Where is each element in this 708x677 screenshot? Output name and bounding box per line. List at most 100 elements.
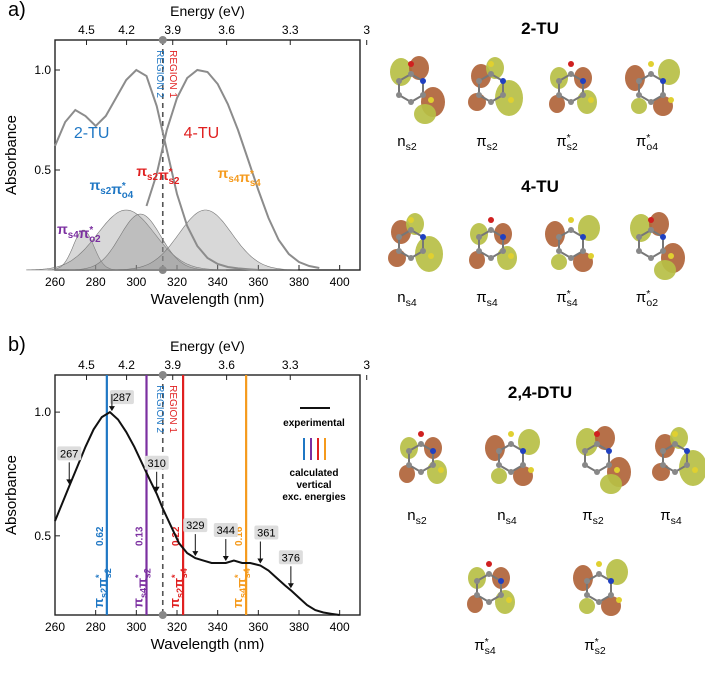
- p0-x-tick-label-1: 280: [86, 275, 106, 289]
- p1-x-tick-label-1: 280: [86, 620, 106, 634]
- orbital-dtu-0-atom-5: [406, 448, 412, 454]
- orbital-dtu-0-lobe-3: [399, 465, 415, 483]
- p1-region-label-1: REGION 1: [167, 385, 178, 433]
- title-24dtu: 2,4-DTU: [508, 383, 572, 402]
- b-peak-bg-5: [254, 525, 279, 540]
- orbital-4tu-0-atom-2: [420, 248, 426, 254]
- b-peak-bg-2: [144, 455, 169, 470]
- orbital-4tu-1-atom-3: [488, 255, 494, 261]
- orbital-dtu-2-atom-1: [606, 448, 612, 454]
- orbital-2tu-3-atom-0: [648, 71, 654, 77]
- orbital-dtu-5-atom-4: [584, 592, 590, 598]
- b-transition-label-2: πs2π*s4: [167, 567, 189, 608]
- orbital-2tu-3-atom-5: [636, 78, 642, 84]
- b-peak-arrowhead-0: [66, 479, 73, 485]
- orbital-2tu-2-atom-side: [588, 97, 594, 103]
- a-annotation-1: 4-TU: [184, 125, 220, 142]
- p1-x-tick-label-7: 400: [330, 620, 350, 634]
- p1-energy-tick-label-5: 3: [363, 358, 370, 372]
- legend-experimental-label: experimental: [283, 418, 345, 429]
- orbital-4tu-1-lobe-2: [497, 246, 517, 270]
- orbital-4tu-1-atom-0: [488, 227, 494, 233]
- b-peak-bg-3: [183, 518, 208, 533]
- orbital-2tu-1-lobe-1: [471, 64, 491, 88]
- orbital-dtu-label-4: π* s4: [474, 636, 496, 657]
- b-experimental-line: [54, 410, 340, 616]
- b-peak-label-2: 310: [147, 458, 165, 470]
- p0-y-tick-label-1: 1.0: [34, 63, 51, 77]
- orbital-dtu-4-lobe-2: [495, 590, 515, 614]
- orbital-dtu-0-atom-side: [438, 467, 444, 473]
- orbital-dtu-2-atom-3: [594, 469, 600, 475]
- orbitals-24dtu: 2,4-DTU ns2 ns4 πs2 πs4 π* s4 π* s2: [399, 383, 705, 657]
- a-annotation-3: πs2π* o4: [90, 177, 134, 201]
- orbital-dtu-3-atom-5: [660, 448, 666, 454]
- b-peak-label-5: 361: [257, 528, 275, 540]
- p0-energy-tick-label-2: 3.9: [164, 23, 181, 37]
- p0-y-tick-label-0: 0.5: [34, 163, 51, 177]
- orbital-dtu-4: [467, 561, 515, 614]
- orbital-2tu-0-atom-side: [428, 97, 434, 103]
- p0-energy-tick-label-1: 4.2: [118, 23, 135, 37]
- orbital-4tu-label-0: ns4: [397, 289, 417, 309]
- p1-x-tick-label-6: 380: [289, 620, 309, 634]
- p1-x-tick-label-2: 300: [126, 620, 146, 634]
- orbital-4tu-0-lobe-1: [391, 220, 411, 244]
- orbital-dtu-2-atom-2: [606, 462, 612, 468]
- p1-x-tick-label-0: 260: [45, 620, 65, 634]
- orbital-2tu-0-atom-5: [396, 78, 402, 84]
- orbital-2tu-2-atom-1: [580, 78, 586, 84]
- orbital-4tu-1-atom-5: [476, 234, 482, 240]
- orbital-dtu-5-atom-5: [584, 578, 590, 584]
- orbital-2tu-1: [468, 57, 523, 116]
- b-peak-label-4: 344: [217, 525, 235, 537]
- orbital-dtu-1-lobe-0: [485, 435, 505, 461]
- a-annotation-2: πs2π* s2: [136, 163, 180, 187]
- orbital-4tu-2-atom-1: [580, 234, 586, 240]
- orbital-2tu-1-atom-2: [500, 92, 506, 98]
- orbital-dtu-5-ring: [586, 572, 612, 604]
- p1-y-axis-label: Absorbance: [3, 455, 20, 535]
- p0-energy-tick-label-5: 3: [363, 23, 370, 37]
- orbital-2tu-1-atom-side: [508, 97, 514, 103]
- orbital-dtu-label-2: πs2: [582, 507, 604, 527]
- orbital-4tu-2-lobe-3: [551, 254, 567, 270]
- orbital-dtu-label-0: ns2: [407, 507, 427, 527]
- orbital-dtu-2-atom-side: [614, 467, 620, 473]
- p1-energy-tick-label-3: 3.6: [218, 358, 235, 372]
- p1-x-tick-label-5: 360: [248, 620, 268, 634]
- b-peak-arrowhead-2: [153, 486, 160, 492]
- b-peak-label-1: 287: [113, 392, 131, 404]
- legend-calculated-line1: calculated: [290, 468, 339, 479]
- orbital-dtu-2-atom-4: [582, 462, 588, 468]
- orbital-2tu-2-lobe-3: [549, 95, 565, 113]
- orbital-4tu-0-atom-3: [408, 255, 414, 261]
- title-2tu: 2-TU: [521, 19, 559, 38]
- orbital-dtu-label-5: π* s2: [584, 636, 606, 657]
- orbital-4tu-3-atom-2: [660, 248, 666, 254]
- orbital-2tu-1-atom-top: [488, 61, 494, 67]
- orbital-4tu-1: [469, 217, 517, 270]
- orbital-dtu-1-ring: [498, 442, 524, 474]
- b-peak-arrowhead-3: [192, 551, 199, 557]
- orbital-2tu-0: [390, 56, 445, 124]
- b-peak-bg-4: [213, 523, 238, 538]
- orbital-dtu-4-atom-4: [474, 592, 480, 598]
- orbital-dtu-label-3: πs4: [660, 507, 682, 527]
- orbital-4tu-1-atom-2: [500, 248, 506, 254]
- orbital-4tu-1-atom-1: [500, 234, 506, 240]
- orbital-2tu-3-atom-3: [648, 99, 654, 105]
- orbital-dtu-4-atom-side: [506, 597, 512, 603]
- orbital-2tu-label-3: π* o4: [636, 132, 658, 153]
- orbital-2tu-3-lobe-3: [631, 98, 647, 114]
- orbital-dtu-0-atom-4: [406, 462, 412, 468]
- orbital-2tu-1-atom-4: [476, 92, 482, 98]
- p1-y-tick-label-0: 0.5: [34, 529, 51, 543]
- orbital-dtu-2-lobe-3: [600, 474, 622, 494]
- orbital-2tu-2-atom-4: [556, 92, 562, 98]
- orbital-dtu-1-atom-1: [520, 448, 526, 454]
- orbital-dtu-1-lobe-2: [513, 466, 533, 486]
- orbital-dtu-1-lobe-3: [491, 468, 507, 484]
- p1-energy-axis-label: Energy (eV): [170, 338, 245, 354]
- orbital-dtu-5-atom-3: [596, 599, 602, 605]
